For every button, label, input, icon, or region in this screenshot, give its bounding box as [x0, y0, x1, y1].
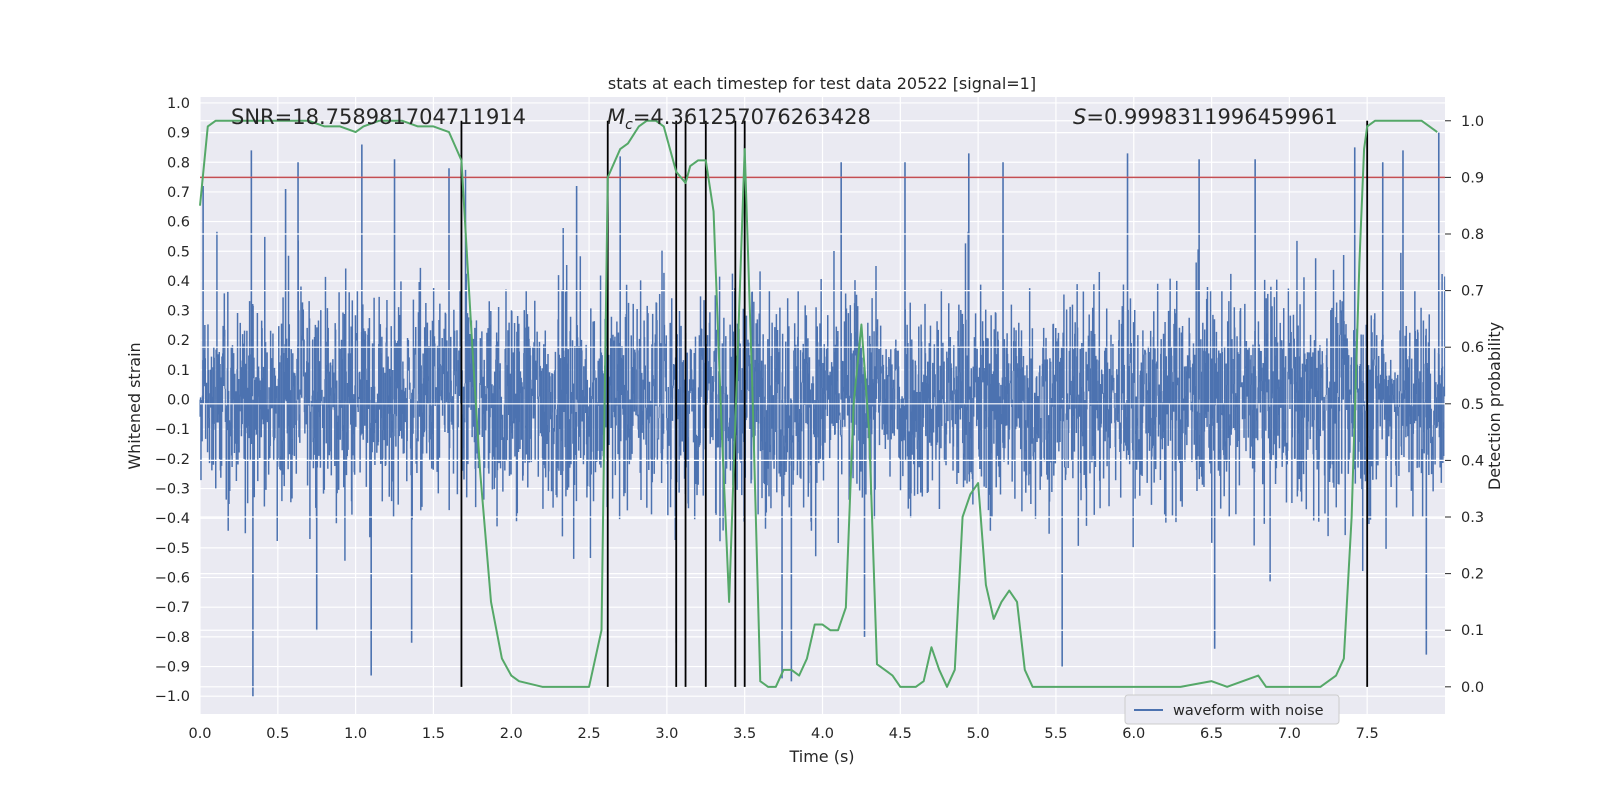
x-tick-label: 3.5	[733, 726, 756, 742]
x-tick-label: 5.0	[967, 726, 990, 742]
detection-probability-line	[199, 119, 1438, 688]
y-left-axis-label: Whitened strain	[125, 342, 144, 469]
y-right-tick-label: 0.9	[1461, 170, 1484, 186]
y-left-tick-label: −1.0	[155, 689, 190, 705]
y-left-tick-labels: 1.0 0.9 0.8 0.7 0.6 0.5 0.4 0.3 0.2 0.1 0.0 −0.1 −0.…	[155, 96, 190, 705]
y-left-tick-label: −0.8	[155, 630, 190, 646]
waveform-with-noise-series	[199, 132, 1446, 697]
x-tick-label: 4.0	[811, 726, 834, 742]
y-right-tick-label: 0.2	[1461, 567, 1484, 583]
y-left-tick-label: 1.0	[167, 96, 190, 112]
y-right-tick-labels: 1.0 0.9 0.8 0.7 0.6 0.5 0.4 0.3 0.2 0.1 0.0	[1445, 114, 1484, 696]
y-right-tick-label: 0.1	[1461, 623, 1484, 639]
x-tick-label: 2.5	[578, 726, 601, 742]
y-left-tick-label: −0.4	[155, 511, 190, 527]
y-right-tick-label: 0.4	[1461, 453, 1484, 469]
y-left-tick-label: 0.2	[167, 333, 190, 349]
x-tick-label: 6.5	[1200, 726, 1223, 742]
y-left-tick-label: 0.8	[167, 155, 190, 171]
y-right-axis-label: Detection probability	[1485, 322, 1504, 490]
x-tick-label: 6.0	[1122, 726, 1145, 742]
snr-annotation: SNR=18.758981704711914	[231, 105, 526, 129]
y-left-tick-label: 0.6	[167, 215, 190, 231]
y-left-tick-label: −0.6	[155, 571, 190, 587]
x-tick-label: 1.5	[422, 726, 445, 742]
y-right-tick-label: 0.0	[1461, 680, 1484, 696]
y-left-tick-label: −0.5	[155, 541, 190, 557]
y-left-tick-label: 0.4	[167, 274, 190, 290]
legend-frame	[1124, 694, 1340, 725]
x-tick-label: 7.0	[1278, 726, 1301, 742]
x-tick-label: 2.0	[500, 726, 523, 742]
y-left-tick-label: −0.9	[155, 660, 190, 676]
y-left-tick-label: 0.0	[167, 393, 190, 409]
x-tick-label: 0.5	[266, 726, 289, 742]
chirp-mass-annotation: Mc=4.361257076263428	[607, 105, 871, 133]
y-right-tick-label: 0.7	[1461, 284, 1484, 300]
y-left-tick-label: −0.2	[155, 452, 190, 468]
y-right-tick-label: 0.8	[1461, 227, 1484, 243]
s-symbol: S	[1073, 105, 1086, 129]
s-value: =0.9998311996459961	[1086, 105, 1337, 129]
y-left-tick-label: −0.1	[155, 422, 190, 438]
y-right-tick-label: 0.6	[1461, 340, 1484, 356]
overlay-lines	[199, 119, 1445, 688]
x-tick-label: 3.0	[655, 726, 678, 742]
y-left-tick-label: 0.3	[167, 304, 190, 320]
y-left-tick-label: 0.5	[167, 244, 190, 260]
y-left-tick-label: −0.7	[155, 600, 190, 616]
y-left-tick-label: 0.9	[167, 126, 190, 142]
x-tick-label: 5.5	[1044, 726, 1067, 742]
y-right-tick-label: 0.5	[1461, 397, 1484, 413]
s-annotation: S=0.9998311996459961	[1073, 105, 1338, 129]
x-tick-labels: 0.0 0.5 1.0 1.5 2.0 2.5 3.0 3.5 4.0 4.5 5.0 5.5 6.0 6…	[188, 726, 1378, 742]
x-axis-label: Time (s)	[788, 747, 854, 766]
legend: waveform with noise	[1124, 694, 1340, 725]
legend-label: waveform with noise	[1173, 703, 1324, 719]
y-right-tick-label: 0.3	[1461, 510, 1484, 526]
x-tick-label: 4.5	[889, 726, 912, 742]
x-tick-label: 7.5	[1356, 726, 1379, 742]
chirp-mass-subscript: c	[625, 117, 633, 133]
x-tick-label: 1.0	[344, 726, 367, 742]
y-left-tick-label: 0.7	[167, 185, 190, 201]
chirp-mass-value: =4.361257076263428	[633, 105, 871, 129]
y-right-tick-label: 1.0	[1461, 114, 1484, 130]
chart-title: stats at each timestep for test data 205…	[608, 74, 1036, 93]
y-left-tick-label: 0.1	[167, 363, 190, 379]
y-left-tick-label: −0.3	[155, 482, 190, 498]
chirp-mass-symbol: M	[607, 105, 625, 129]
x-tick-label: 0.0	[188, 726, 211, 742]
